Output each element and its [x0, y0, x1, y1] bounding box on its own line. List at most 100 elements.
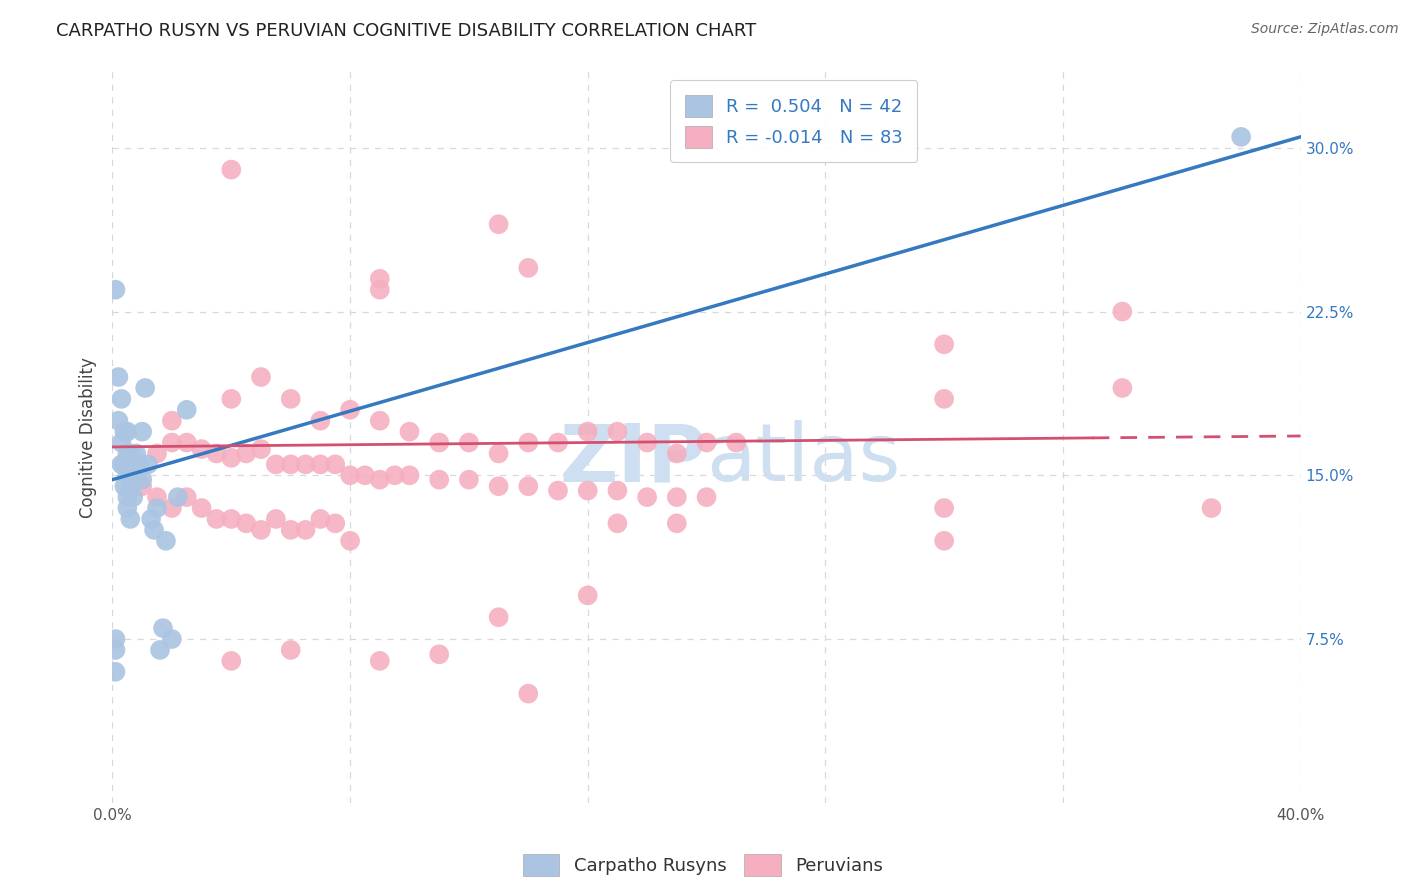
- Point: [696, 490, 718, 504]
- Point: [398, 425, 420, 439]
- Point: [576, 425, 599, 439]
- Point: [517, 479, 540, 493]
- Point: [665, 516, 688, 531]
- Point: [488, 217, 510, 231]
- Point: [117, 490, 139, 504]
- Point: [384, 468, 406, 483]
- Point: [1111, 381, 1133, 395]
- Point: [160, 414, 183, 428]
- Point: [488, 610, 510, 624]
- Point: [934, 392, 956, 406]
- Point: [339, 468, 361, 483]
- Point: [219, 392, 242, 406]
- Point: [264, 512, 287, 526]
- Point: [696, 435, 718, 450]
- Point: [280, 392, 302, 406]
- Point: [143, 523, 166, 537]
- Point: [250, 370, 273, 384]
- Legend: R =  0.504   N = 42, R = -0.014   N = 83: R = 0.504 N = 42, R = -0.014 N = 83: [671, 80, 917, 162]
- Point: [368, 272, 391, 286]
- Point: [104, 632, 127, 646]
- Point: [120, 512, 142, 526]
- Point: [517, 687, 540, 701]
- Point: [131, 425, 153, 439]
- Point: [725, 435, 748, 450]
- Point: [120, 479, 142, 493]
- Point: [110, 458, 132, 472]
- Point: [131, 473, 153, 487]
- Point: [264, 458, 287, 472]
- Point: [398, 468, 420, 483]
- Y-axis label: Cognitive Disability: Cognitive Disability: [79, 357, 97, 517]
- Point: [219, 450, 242, 465]
- Point: [1230, 129, 1253, 144]
- Text: ZIP: ZIP: [560, 420, 707, 498]
- Point: [219, 162, 242, 177]
- Point: [107, 414, 129, 428]
- Text: Source: ZipAtlas.com: Source: ZipAtlas.com: [1251, 22, 1399, 37]
- Point: [122, 458, 145, 472]
- Point: [122, 490, 145, 504]
- Point: [517, 435, 540, 450]
- Point: [176, 490, 198, 504]
- Point: [112, 425, 135, 439]
- Point: [131, 479, 153, 493]
- Point: [117, 425, 139, 439]
- Point: [323, 458, 346, 472]
- Point: [547, 483, 569, 498]
- Point: [117, 468, 139, 483]
- Point: [205, 512, 228, 526]
- Point: [176, 435, 198, 450]
- Point: [576, 588, 599, 602]
- Point: [146, 501, 169, 516]
- Point: [280, 458, 302, 472]
- Point: [117, 458, 139, 472]
- Point: [606, 425, 628, 439]
- Point: [368, 414, 391, 428]
- Legend: Carpatho Rusyns, Peruvians: Carpatho Rusyns, Peruvians: [516, 847, 890, 883]
- Point: [934, 533, 956, 548]
- Point: [155, 533, 177, 548]
- Point: [176, 402, 198, 417]
- Point: [309, 512, 332, 526]
- Point: [235, 516, 257, 531]
- Point: [368, 654, 391, 668]
- Point: [323, 516, 346, 531]
- Point: [104, 643, 127, 657]
- Text: atlas: atlas: [707, 420, 901, 498]
- Point: [146, 446, 169, 460]
- Point: [547, 435, 569, 450]
- Text: CARPATHO RUSYN VS PERUVIAN COGNITIVE DISABILITY CORRELATION CHART: CARPATHO RUSYN VS PERUVIAN COGNITIVE DIS…: [56, 22, 756, 40]
- Point: [134, 381, 156, 395]
- Point: [104, 283, 127, 297]
- Point: [104, 665, 127, 679]
- Point: [517, 260, 540, 275]
- Point: [146, 490, 169, 504]
- Point: [120, 446, 142, 460]
- Point: [219, 654, 242, 668]
- Point: [190, 501, 212, 516]
- Point: [112, 479, 135, 493]
- Point: [488, 479, 510, 493]
- Point: [339, 402, 361, 417]
- Point: [636, 435, 658, 450]
- Point: [427, 648, 450, 662]
- Point: [160, 632, 183, 646]
- Point: [152, 621, 174, 635]
- Point: [149, 643, 172, 657]
- Point: [250, 442, 273, 456]
- Point: [457, 435, 479, 450]
- Point: [128, 458, 150, 472]
- Point: [339, 533, 361, 548]
- Point: [107, 370, 129, 384]
- Point: [110, 435, 132, 450]
- Point: [457, 473, 479, 487]
- Point: [280, 523, 302, 537]
- Point: [606, 516, 628, 531]
- Point: [120, 458, 142, 472]
- Point: [166, 490, 188, 504]
- Point: [934, 501, 956, 516]
- Point: [488, 446, 510, 460]
- Point: [427, 435, 450, 450]
- Point: [110, 392, 132, 406]
